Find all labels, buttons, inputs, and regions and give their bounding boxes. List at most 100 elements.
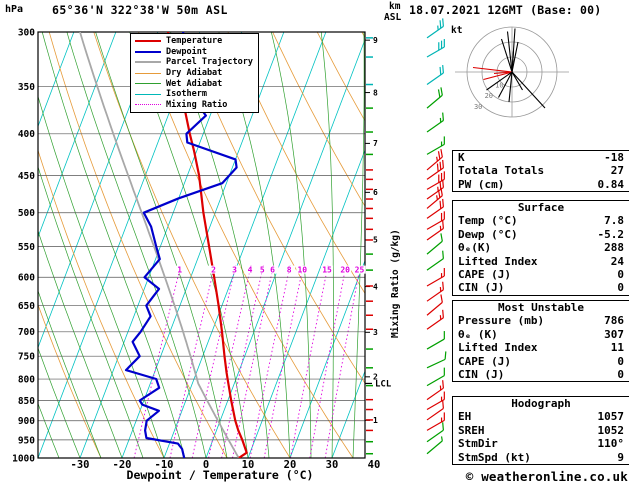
svg-text:600: 600 [18, 273, 35, 284]
chart-frame [37, 31, 366, 459]
stat-label: Lifted Index [458, 254, 538, 268]
svg-text:900: 900 [18, 416, 35, 427]
svg-text:500: 500 [18, 208, 35, 219]
svg-text:20: 20 [340, 266, 350, 275]
temperature-curve [166, 32, 248, 458]
stat-label: Pressure (mb) [458, 314, 545, 328]
legend-item-mixing-ratio: Mixing Ratio [135, 100, 253, 111]
lcl-marker: LCL [365, 379, 392, 389]
stat-label: Dewp (°C) [458, 227, 518, 241]
legend-label: Isotherm [166, 89, 207, 100]
stat-label: Lifted Index [458, 341, 538, 355]
legend-label: Parcel Trajectory [166, 57, 253, 68]
svg-text:20: 20 [284, 459, 297, 471]
stat-value: -5.2 [597, 227, 625, 241]
svg-text:9: 9 [373, 36, 378, 45]
mixing-ratio-line-sample [135, 104, 161, 106]
table-header: Hodograph [511, 397, 571, 410]
legend-label: Wet Adiabat [166, 78, 223, 89]
svg-text:300: 300 [18, 27, 35, 38]
dry-adiabat-line-sample [135, 72, 161, 74]
svg-text:-10: -10 [155, 459, 174, 471]
svg-text:40: 40 [368, 459, 381, 471]
mixing-ratio-axis-label: Mixing Ratio (g/kg) [390, 229, 401, 338]
svg-text:0: 0 [203, 459, 209, 471]
stat-value: 0 [617, 354, 624, 368]
legend-item-dewpoint: Dewpoint [135, 47, 253, 58]
svg-text:-30: -30 [71, 459, 90, 471]
km-tick-labels: 1 2 3 4 5 6 7 8 9 [365, 36, 378, 425]
table-row: SREH 1052 [453, 424, 629, 437]
svg-text:10: 10 [297, 266, 307, 275]
legend: Temperature Dewpoint Parcel Trajectory D… [130, 33, 259, 114]
table-header: Surface [517, 201, 565, 214]
datetime-title: 18.07.2021 12GMT (Base: 00) [409, 3, 602, 17]
legend-label: Dewpoint [166, 46, 207, 57]
svg-text:950: 950 [18, 435, 35, 446]
hodograph-unit-label: kt [451, 25, 463, 36]
stat-label: CAPE (J) [458, 267, 511, 281]
svg-text:4: 4 [373, 282, 378, 291]
svg-text:20: 20 [485, 92, 493, 100]
parcel-line-sample [135, 61, 161, 64]
svg-text:LCL: LCL [375, 379, 392, 389]
svg-text:650: 650 [18, 301, 35, 312]
svg-text:1: 1 [177, 266, 182, 275]
table-row: CAPE (J) 0 [453, 268, 629, 281]
svg-text:8: 8 [373, 88, 378, 97]
altitude-axis-unit-km: km [389, 1, 401, 12]
stat-value: -18 [604, 151, 624, 164]
stat-value: 1057 [597, 410, 625, 424]
svg-text:30: 30 [326, 459, 339, 471]
pressure-tick-labels: 300 350 400 450 500 550 600 650 700 750 800 850 900 9… [12, 27, 35, 464]
svg-text:3: 3 [373, 328, 378, 337]
svg-text:850: 850 [18, 396, 35, 407]
svg-text:800: 800 [18, 374, 35, 385]
stat-value: 1052 [597, 423, 625, 437]
svg-text:750: 750 [18, 352, 35, 363]
stat-label: CIN (J) [458, 281, 505, 295]
credit: © weatheronline.co.uk [465, 469, 628, 484]
table-row: StmSpd (kt) 9 [453, 451, 629, 464]
legend-label: Mixing Ratio [166, 99, 228, 110]
svg-text:400: 400 [18, 129, 35, 140]
svg-text:4: 4 [248, 266, 253, 275]
svg-text:3: 3 [232, 266, 237, 275]
table-row: Dewp (°C) -5.2 [453, 228, 629, 241]
dewpoint-line-sample [135, 50, 161, 53]
temperature-tick-labels: -30 -20 -10 0 10 20 30 40 [71, 459, 381, 471]
table-row: θₑ (K) 307 [453, 328, 629, 341]
table-row: EH 1057 [453, 410, 629, 423]
stats-table-most-unstable: Most Unstable Pressure (mb) 786 θₑ (K) 307 Li… [452, 300, 629, 383]
parcel-curve [79, 32, 240, 458]
stat-label: θₑ (K) [458, 327, 498, 341]
mixing-ratio-value-labels: 1 2 3 4 5 6 8 10 15 20 25 [173, 265, 366, 275]
stat-label: Totala Totals [458, 164, 545, 178]
stats-table-surface: Surface Temp (°C) 7.8 Dewp (°C) -5.2 θₑ(K) 288… [452, 200, 629, 296]
stat-value: 307 [604, 327, 624, 341]
table-row: Pressure (mb) 786 [453, 314, 629, 327]
svg-text:15: 15 [322, 266, 332, 275]
stat-value: 786 [604, 314, 624, 328]
svg-text:2: 2 [211, 266, 216, 275]
hodograph-rings [466, 26, 558, 118]
svg-text:350: 350 [18, 82, 35, 93]
svg-text:1: 1 [373, 416, 378, 425]
x-axis-title: Dewpoint / Temperature (°C) [126, 468, 314, 482]
stat-value: 27 [610, 164, 624, 178]
stat-label: CIN (J) [458, 367, 505, 381]
svg-text:6: 6 [270, 266, 275, 275]
stats-table-indices: K -18 Totala Totals 27 PW (cm) 0.84 [452, 150, 629, 193]
svg-text:-20: -20 [113, 459, 132, 471]
svg-text:5: 5 [260, 266, 265, 275]
svg-text:2: 2 [373, 373, 378, 382]
stat-label: θₑ(K) [458, 241, 492, 255]
stat-label: StmSpd (kt) [458, 450, 531, 464]
sounding-curves [79, 32, 248, 458]
stat-label: K [458, 151, 465, 164]
stat-value: 0 [617, 281, 624, 295]
legend-item-dry-adiabat: Dry Adiabat [135, 68, 253, 79]
stats-table-hodograph: Hodograph EH 1057 SREH 1052 StmDir 110° StmSpd … [452, 396, 629, 465]
